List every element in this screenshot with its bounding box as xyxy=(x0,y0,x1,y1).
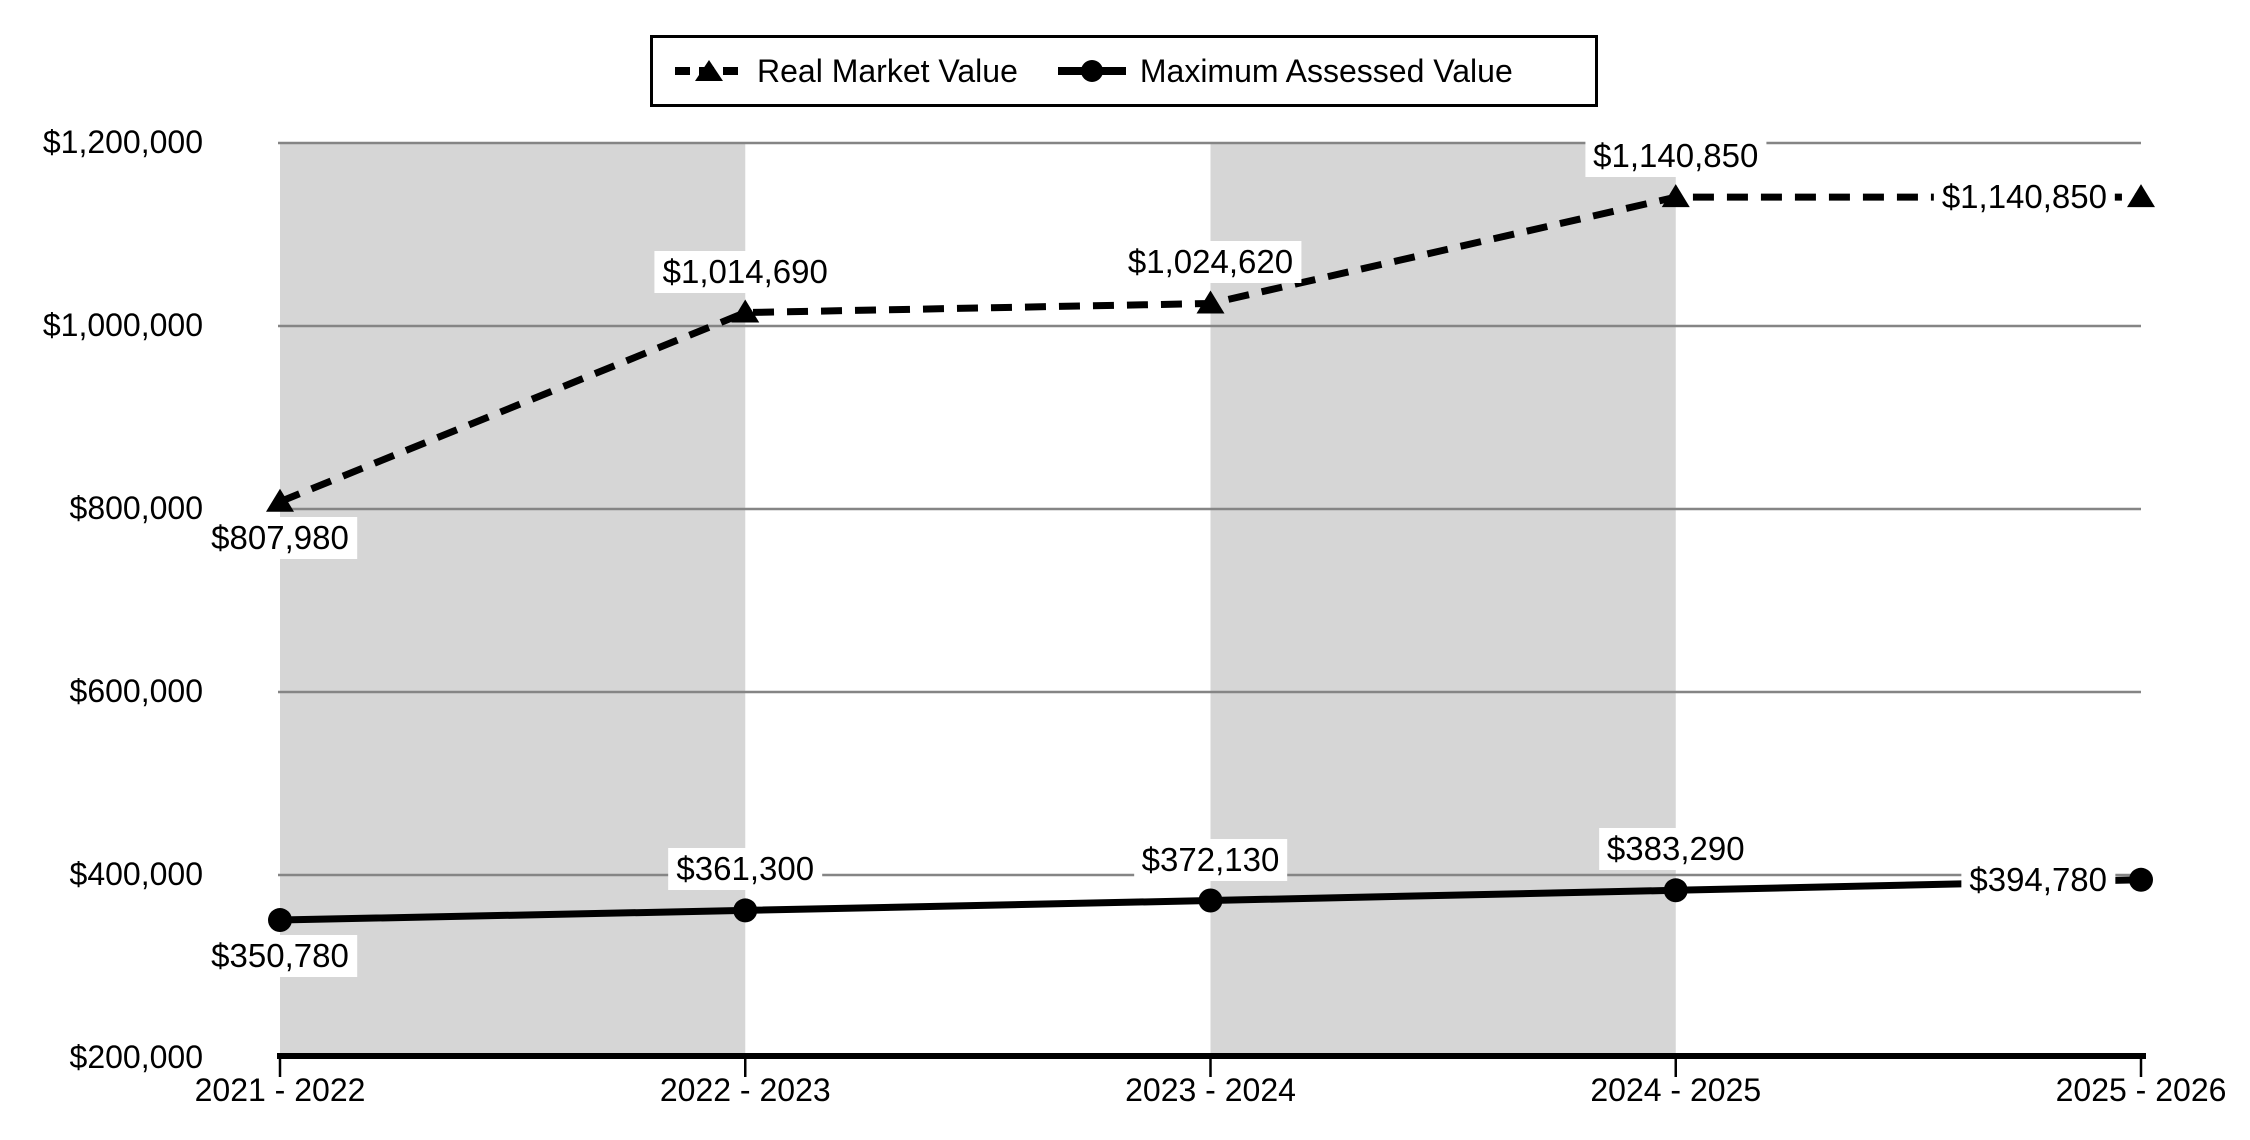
legend-item-maximum-assessed-value: Maximum Assessed Value xyxy=(1057,52,1513,90)
data-label: $1,014,690 xyxy=(654,250,836,293)
triangle-marker xyxy=(266,488,294,512)
x-axis-category-label: 2025 - 2026 xyxy=(2055,1072,2227,1108)
y-axis-tick-label: $200,000 xyxy=(69,1038,203,1075)
circle-marker xyxy=(1663,878,1688,903)
data-label: $361,300 xyxy=(668,848,823,891)
y-axis-tick-label: $800,000 xyxy=(69,489,203,526)
y-axis-tick-label: $1,200,000 xyxy=(42,123,203,160)
triangle-marker xyxy=(2127,184,2155,208)
triangle-marker xyxy=(731,299,760,323)
triangle-marker xyxy=(1196,290,1225,314)
data-label: $1,024,620 xyxy=(1119,241,1302,284)
data-label: $1,140,850 xyxy=(1585,135,1767,178)
shaded-band xyxy=(280,143,746,1058)
data-label: $807,980 xyxy=(203,516,357,559)
shaded-band xyxy=(1210,143,1676,1058)
data-label: $372,130 xyxy=(1133,838,1288,881)
y-axis-tick-label: $1,000,000 xyxy=(42,306,203,343)
x-axis-category-label: 2021 - 2022 xyxy=(194,1072,366,1108)
data-label: $383,290 xyxy=(1598,828,1753,871)
circle-marker xyxy=(2129,867,2153,892)
x-axis-category-label: 2022 - 2023 xyxy=(659,1072,831,1108)
x-axis-category-label: 2023 - 2024 xyxy=(1125,1072,1296,1108)
data-label: $350,780 xyxy=(203,935,357,978)
solid-line-circle-icon xyxy=(1057,60,1126,82)
dashed-line-triangle-icon xyxy=(675,60,743,81)
data-label: $394,780 xyxy=(1961,858,2115,901)
circle-marker xyxy=(1198,888,1223,913)
legend-item-real-market-value: Real Market Value xyxy=(675,53,1018,90)
circle-marker xyxy=(733,898,758,923)
data-label: $1,140,850 xyxy=(1933,176,2115,219)
triangle-marker xyxy=(1661,184,1690,208)
legend-label-real-market-value: Real Market Value xyxy=(757,52,1018,89)
legend: Real Market Value Maximum Assessed Value xyxy=(650,35,1598,107)
y-axis-tick-label: $400,000 xyxy=(69,855,203,892)
circle-marker xyxy=(268,908,292,933)
x-axis-category-label: 2024 - 2025 xyxy=(1590,1072,1762,1108)
legend-label-maximum-assessed-value: Maximum Assessed Value xyxy=(1139,52,1513,89)
y-axis-tick-label: $600,000 xyxy=(69,672,203,709)
